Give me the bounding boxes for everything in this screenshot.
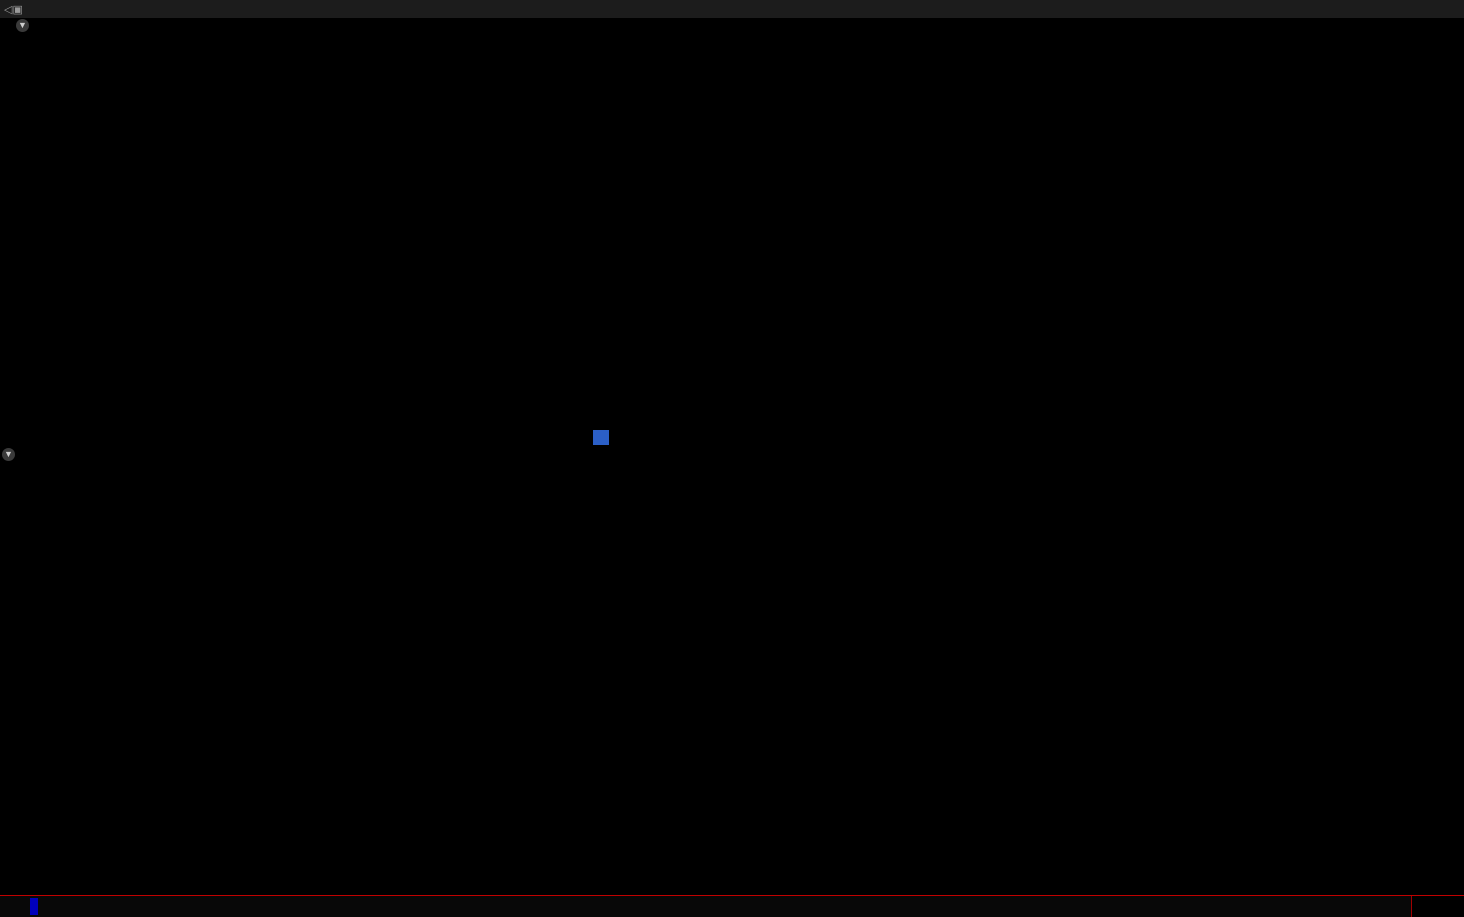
chevron-down-icon[interactable]: ▼ — [16, 19, 29, 32]
date-badge[interactable] — [30, 898, 38, 915]
indicator-header: ▼ — [0, 446, 1464, 463]
chevron-down-icon[interactable]: ▼ — [2, 448, 15, 461]
window-icon[interactable]: ◁▣ — [4, 3, 23, 16]
top-toolbar: ◁▣ — [0, 0, 1464, 18]
period-cell[interactable] — [1411, 896, 1464, 917]
cai-event-badge[interactable] — [593, 430, 609, 445]
status-bar — [0, 895, 1464, 917]
info-bar: ▼ — [0, 18, 1464, 33]
